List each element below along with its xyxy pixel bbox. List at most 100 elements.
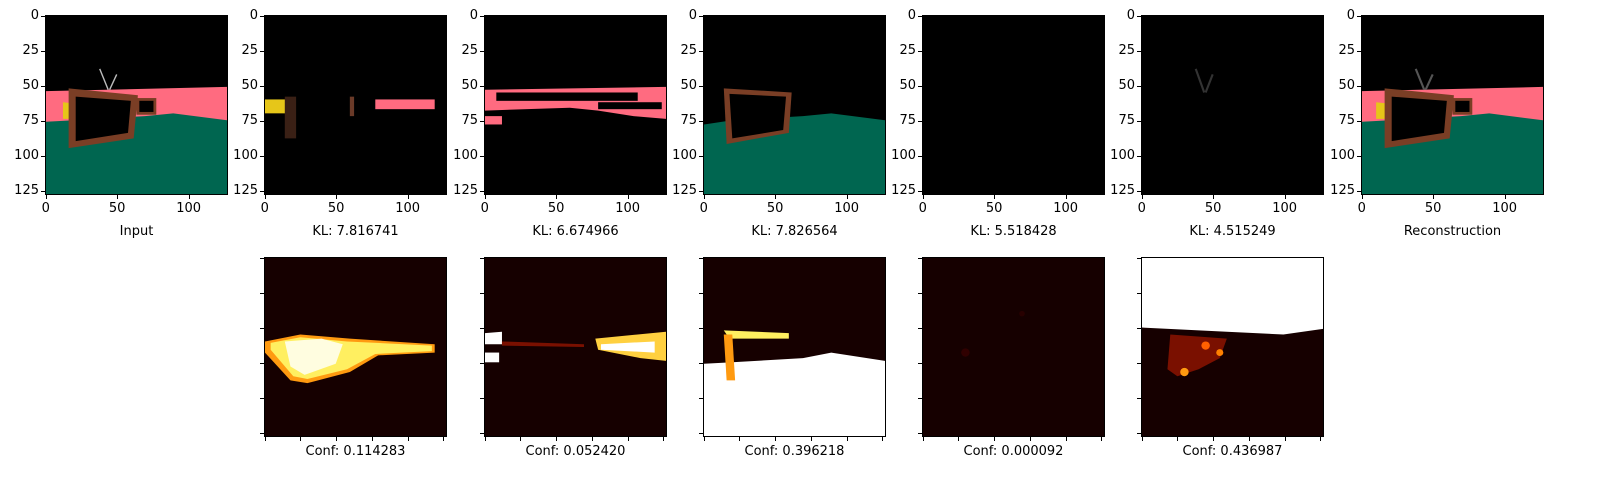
y-tick-label: 25 — [899, 42, 916, 58]
x-tick-label: 100 — [1053, 201, 1079, 216]
slot-1-image — [264, 15, 447, 195]
y-tick-label: 125 — [14, 183, 39, 199]
mask-x-tickmark — [775, 437, 777, 441]
caption-mask-5: Conf: 0.436987 — [1182, 444, 1283, 459]
y-tickmark — [41, 156, 45, 158]
y-tickmark — [1137, 15, 1141, 17]
x-tick-label: 0 — [1137, 201, 1146, 216]
x-tickmark — [1433, 195, 1435, 199]
caption-mask-3: Conf: 0.396218 — [744, 444, 845, 459]
mask-y-tickmark — [1137, 257, 1141, 259]
y-tickmark — [918, 121, 922, 123]
mask-x-tickmark — [1248, 437, 1250, 441]
x-tick-label: 100 — [834, 201, 860, 216]
mask-x-tickmark — [1141, 437, 1143, 441]
caption-mask-4: Conf: 0.000092 — [963, 444, 1064, 459]
mask-y-tickmark — [260, 292, 264, 294]
y-tickmark — [480, 191, 484, 193]
y-tick-label: 75 — [241, 113, 258, 129]
y-tickmark — [480, 15, 484, 17]
y-tickmark — [41, 50, 45, 52]
y-tick-label: 25 — [241, 42, 258, 58]
mask-y-tickmark — [260, 257, 264, 259]
y-tick-label: 50 — [1338, 78, 1355, 94]
mask-5-heatmap — [1141, 257, 1324, 437]
mask-x-tickmark — [371, 437, 373, 441]
x-tick-label: 50 — [1424, 201, 1442, 216]
y-tickmark — [41, 86, 45, 88]
x-tick-label: 0 — [260, 201, 269, 216]
y-tick-label: 25 — [22, 42, 39, 58]
mask-y-tickmark — [480, 433, 484, 435]
y-tickmark — [260, 15, 264, 17]
x-tick-label: 100 — [176, 201, 202, 216]
mask-y-tickmark — [699, 363, 703, 365]
mask-x-tickmark — [443, 437, 445, 441]
x-tickmark — [1065, 195, 1067, 199]
mask-x-tickmark — [882, 437, 884, 441]
y-tick-label: 50 — [461, 78, 478, 94]
mask-x-tickmark — [1213, 437, 1215, 441]
y-tick-label: 0 — [469, 7, 478, 23]
x-tick-label: 50 — [1204, 201, 1222, 216]
y-tick-label: 100 — [672, 148, 697, 164]
caption-reconstruction: Reconstruction — [1403, 224, 1502, 239]
y-tick-label: 25 — [461, 42, 478, 58]
y-tick-label: 50 — [1118, 78, 1135, 94]
mask-x-tickmark — [300, 437, 302, 441]
y-tickmark — [41, 121, 45, 123]
mask-x-tickmark — [663, 437, 665, 441]
mask-y-tickmark — [260, 398, 264, 400]
mask-x-tickmark — [703, 437, 705, 441]
x-tick-label: 0 — [41, 201, 50, 216]
mask-x-tickmark — [1065, 437, 1067, 441]
y-tick-label: 125 — [672, 183, 697, 199]
y-tickmark — [1357, 121, 1361, 123]
mask-x-tickmark — [264, 437, 266, 441]
x-tick-label: 0 — [1357, 201, 1366, 216]
y-tickmark — [480, 86, 484, 88]
y-tick-label: 75 — [1338, 113, 1355, 129]
mask-y-tickmark — [260, 433, 264, 435]
mask-x-tickmark — [556, 437, 558, 441]
mask-y-tickmark — [918, 363, 922, 365]
mask-y-tickmark — [1137, 433, 1141, 435]
y-tickmark — [260, 156, 264, 158]
y-tickmark — [918, 50, 922, 52]
x-tickmark — [994, 195, 996, 199]
mask-x-tickmark — [846, 437, 848, 441]
mask-x-tickmark — [1029, 437, 1031, 441]
y-tickmark — [699, 191, 703, 193]
y-tickmark — [1137, 121, 1141, 123]
mask-y-tickmark — [480, 257, 484, 259]
y-tickmark — [1137, 191, 1141, 193]
mask-y-tickmark — [699, 433, 703, 435]
y-tickmark — [1357, 15, 1361, 17]
mask-x-tickmark — [739, 437, 741, 441]
y-tick-label: 125 — [453, 183, 478, 199]
y-tick-label: 125 — [233, 183, 258, 199]
y-tickmark — [1357, 50, 1361, 52]
mask-x-tickmark — [627, 437, 629, 441]
x-tick-label: 100 — [395, 201, 421, 216]
x-tick-label: 100 — [1272, 201, 1298, 216]
y-tick-label: 100 — [891, 148, 916, 164]
y-tickmark — [260, 50, 264, 52]
mask-x-tickmark — [336, 437, 338, 441]
y-tick-label: 0 — [907, 7, 916, 23]
x-tickmark — [556, 195, 558, 199]
y-tick-label: 0 — [30, 7, 39, 23]
y-tickmark — [699, 156, 703, 158]
x-tick-label: 100 — [1492, 201, 1518, 216]
x-tickmark — [703, 195, 705, 199]
mask-y-tickmark — [480, 328, 484, 330]
mask-1-heatmap — [264, 257, 447, 437]
x-tickmark — [1284, 195, 1286, 199]
mask-y-tickmark — [1137, 398, 1141, 400]
y-tickmark — [699, 86, 703, 88]
y-tickmark — [480, 121, 484, 123]
mask-y-tickmark — [918, 292, 922, 294]
x-tick-label: 0 — [918, 201, 927, 216]
y-tickmark — [480, 156, 484, 158]
y-tickmark — [260, 191, 264, 193]
